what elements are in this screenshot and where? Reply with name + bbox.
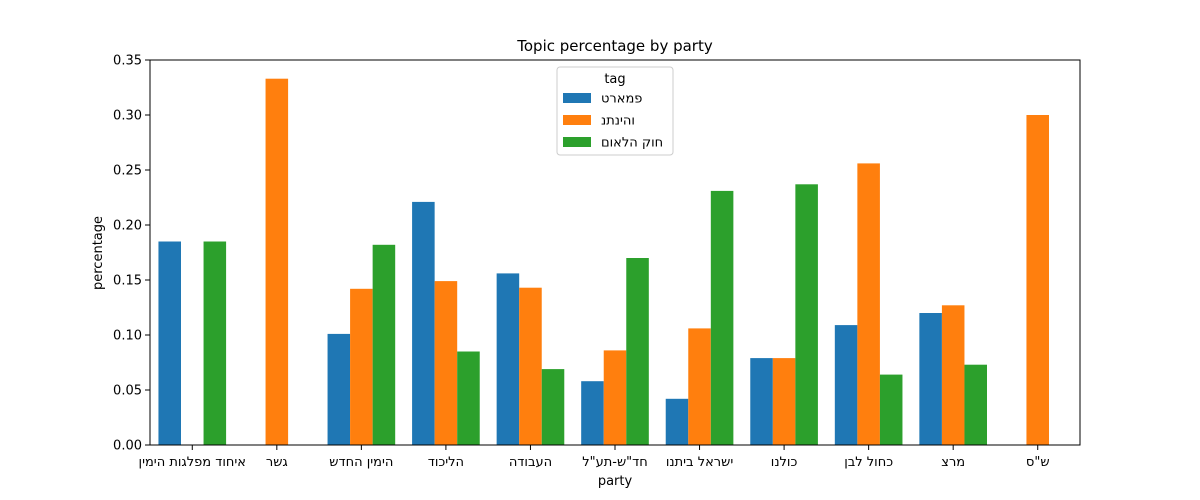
legend: tag פמארט והינתנ חוק הלאום bbox=[556, 66, 674, 156]
bar bbox=[457, 351, 480, 445]
y-tick-label: 0.15 bbox=[113, 274, 142, 289]
bar bbox=[879, 374, 903, 445]
x-tick-label: הליכוד bbox=[428, 455, 464, 470]
bars-group bbox=[158, 78, 1049, 446]
y-tick-label: 0.25 bbox=[113, 164, 142, 179]
x-tick-label: גשר bbox=[266, 455, 288, 470]
legend-swatch bbox=[563, 93, 591, 103]
bar bbox=[964, 364, 987, 445]
bar bbox=[158, 241, 181, 445]
legend-swatch bbox=[563, 115, 591, 125]
y-tick-label: 0.10 bbox=[113, 329, 142, 344]
bar bbox=[919, 313, 942, 445]
bar bbox=[626, 258, 649, 445]
bar bbox=[327, 333, 351, 445]
x-tick-label: מרצ bbox=[941, 455, 965, 470]
x-tick-label: כולנו bbox=[771, 455, 798, 470]
x-tick-label: ישראל ביתנו bbox=[666, 455, 733, 470]
x-tick-label: איחוד מפלגות הימין bbox=[139, 455, 246, 470]
bar bbox=[603, 350, 627, 445]
y-axis-label: percentage bbox=[91, 216, 106, 290]
bar bbox=[834, 325, 858, 445]
bar bbox=[350, 288, 373, 445]
bar bbox=[750, 358, 773, 445]
legend-box bbox=[556, 66, 674, 156]
bar bbox=[795, 184, 818, 446]
x-tick-label: ש"ס bbox=[1026, 455, 1050, 470]
bar bbox=[372, 244, 396, 445]
x-tick-label: העבודה bbox=[509, 455, 552, 470]
x-tick-label: חד"ש-תע"ל bbox=[582, 455, 648, 470]
legend-label: חוק הלאום bbox=[601, 136, 663, 151]
x-tick-label: כחול לבן bbox=[844, 455, 893, 470]
y-tick-label: 0.20 bbox=[113, 219, 142, 234]
bar bbox=[665, 398, 689, 445]
legend-title: tag bbox=[604, 72, 625, 87]
bar bbox=[541, 369, 565, 445]
legend-label: והינתנ bbox=[601, 114, 635, 129]
bar bbox=[203, 241, 227, 445]
bar bbox=[710, 190, 734, 445]
legend-swatch bbox=[563, 137, 591, 147]
chart-title: Topic percentage by party bbox=[516, 37, 713, 55]
bar bbox=[412, 201, 435, 445]
bar bbox=[941, 305, 965, 445]
legend-label: פמארט bbox=[601, 92, 642, 107]
bar bbox=[496, 273, 520, 445]
bar bbox=[688, 328, 711, 445]
y-tick-label: 0.30 bbox=[113, 109, 142, 124]
y-tick-label: 0.35 bbox=[113, 54, 142, 69]
bar bbox=[581, 381, 604, 445]
bar bbox=[1026, 115, 1049, 445]
y-tick-label: 0.05 bbox=[113, 384, 142, 399]
bar bbox=[434, 281, 458, 445]
bar bbox=[857, 163, 880, 445]
x-axis-label: party bbox=[598, 474, 633, 489]
y-axis: 0.00 0.05 0.10 0.15 0.20 0.25 0.30 0.35 bbox=[113, 54, 150, 454]
y-tick-label: 0.00 bbox=[113, 439, 142, 454]
x-axis: איחוד מפלגות הימין גשר הימין החדש הליכוד העב… bbox=[139, 445, 1050, 470]
plot-frame bbox=[149, 59, 1081, 446]
bar bbox=[772, 358, 796, 445]
bar bbox=[265, 78, 289, 445]
x-tick-label: הימין החדש bbox=[329, 455, 393, 470]
bar bbox=[519, 287, 542, 445]
